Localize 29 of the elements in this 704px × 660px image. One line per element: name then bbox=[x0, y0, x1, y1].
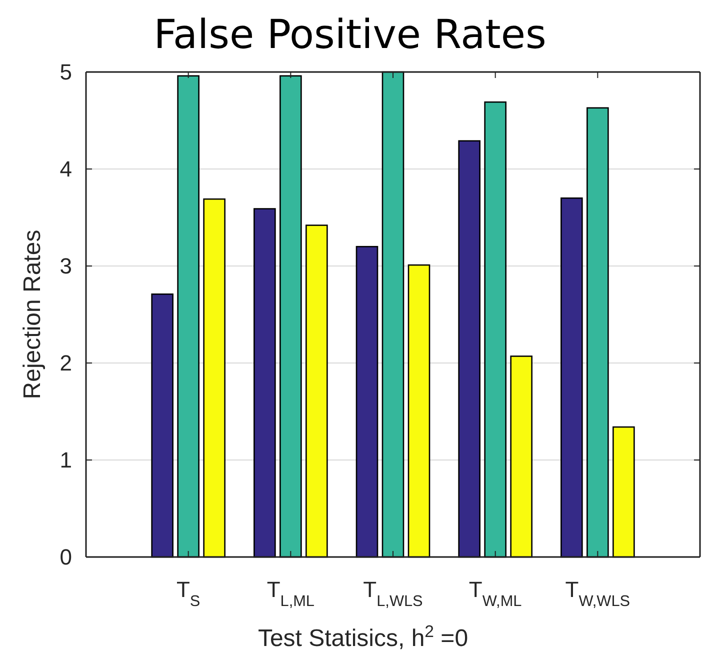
y-tick-label: 3 bbox=[60, 254, 72, 279]
bar bbox=[458, 140, 480, 558]
x-tick-label: T$_{L,WLS}$ bbox=[363, 577, 423, 610]
bar bbox=[177, 75, 200, 558]
bar bbox=[408, 264, 430, 558]
bar bbox=[280, 75, 302, 558]
x-tick-label: T$_{L,ML}$ bbox=[266, 577, 315, 610]
bar bbox=[612, 426, 635, 558]
x-tick-label: T$_{W,ML}$ bbox=[468, 577, 522, 610]
y-tick-label: 1 bbox=[60, 448, 72, 473]
bar bbox=[484, 101, 506, 558]
chart-title: False Positive Rates bbox=[154, 12, 546, 58]
bar bbox=[254, 208, 276, 558]
bar bbox=[151, 293, 174, 558]
x-tick-label: T$_{S}$ bbox=[176, 577, 200, 610]
x-axis-title: Test Statisics, h$^{2}$ =0 bbox=[258, 622, 468, 652]
bar bbox=[306, 224, 328, 558]
y-tick-label: 5 bbox=[60, 60, 72, 85]
bar bbox=[510, 356, 532, 558]
bar bbox=[382, 71, 404, 558]
bar bbox=[356, 246, 378, 558]
y-axis-title: Rejection Rates bbox=[19, 230, 46, 400]
bar bbox=[560, 197, 583, 558]
y-tick-label: 4 bbox=[60, 156, 72, 182]
x-tick-label: T$_{W,WLS}$ bbox=[565, 577, 630, 610]
bar bbox=[586, 107, 609, 558]
y-tick-label: 0 bbox=[60, 544, 72, 570]
bar bbox=[203, 198, 226, 558]
y-tick-label: 2 bbox=[60, 350, 72, 376]
